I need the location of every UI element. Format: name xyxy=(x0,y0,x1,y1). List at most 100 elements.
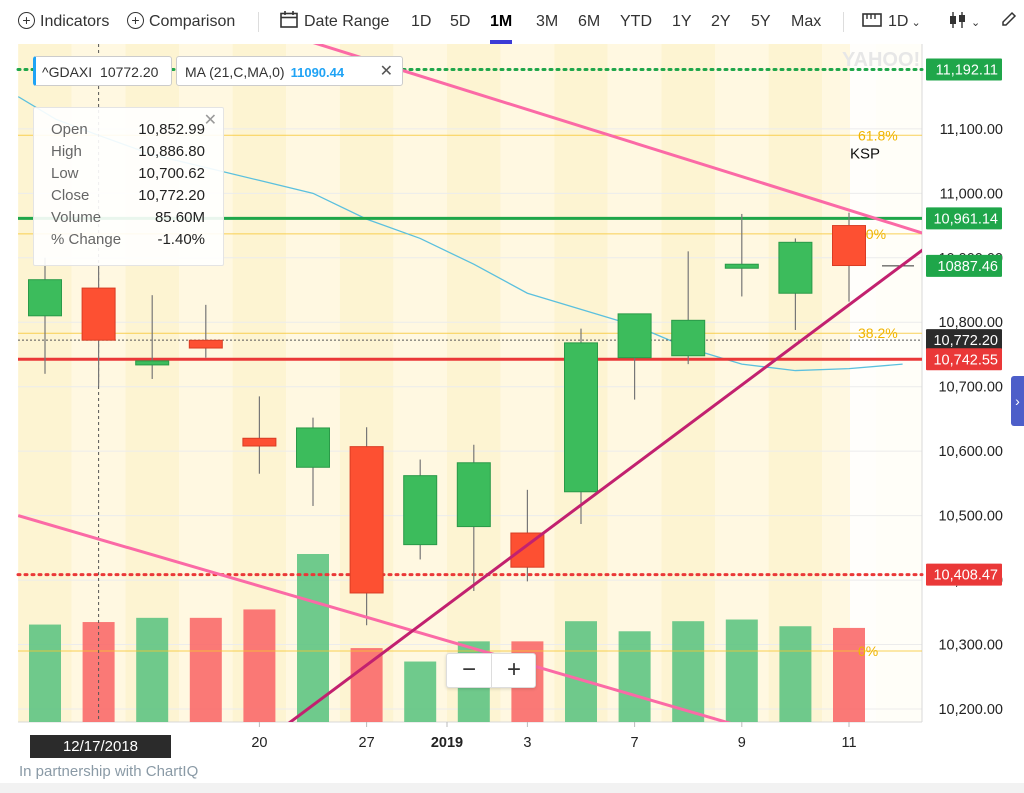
volume-bar xyxy=(29,624,61,722)
info-key: Open xyxy=(51,121,88,138)
chart-type-select[interactable]: ⌄ xyxy=(948,0,980,44)
volume-bar xyxy=(779,626,812,722)
volume-bar xyxy=(725,619,758,722)
y-tick-label: 11,100.00 xyxy=(940,122,1003,138)
indicators-label: Indicators xyxy=(40,13,110,30)
price-tag-label: 10887.46 xyxy=(938,259,998,275)
zoom-in-button[interactable]: + xyxy=(491,654,536,687)
candle-body xyxy=(135,360,170,366)
price-tag xyxy=(926,207,1002,230)
add-circle-icon: + xyxy=(18,11,35,29)
zoom-out-button[interactable]: − xyxy=(461,656,476,683)
close-icon[interactable]: ✕ xyxy=(379,63,393,80)
add-circle-icon: + xyxy=(127,11,144,29)
volume-bar xyxy=(672,621,705,722)
info-key: Volume xyxy=(51,209,102,226)
candle-body xyxy=(832,225,866,267)
range-ytd[interactable]: YTD xyxy=(620,13,652,30)
info-key: Close xyxy=(51,187,90,204)
candle-body xyxy=(188,339,223,349)
zoom-control: − + xyxy=(446,653,536,688)
comparison-button[interactable]: + Comparison xyxy=(127,0,235,44)
close-icon[interactable]: ✕ xyxy=(203,112,217,129)
date-range-label: Date Range xyxy=(304,13,390,30)
info-key: Low xyxy=(51,165,79,182)
price-tag xyxy=(926,563,1002,586)
ma-label: MA (21,C,MA,0) xyxy=(185,64,285,80)
day-band xyxy=(447,44,501,722)
chevron-right-icon: › xyxy=(1015,393,1020,409)
candle-body xyxy=(242,437,277,447)
info-value: 10,700.62 xyxy=(138,165,205,182)
range-3m[interactable]: 3M xyxy=(536,13,559,30)
price-tag xyxy=(926,348,1002,371)
info-row-close: Close 10,772.20 xyxy=(51,185,205,207)
y-tick-label: 10,600.00 xyxy=(938,444,1003,460)
day-band xyxy=(500,44,555,722)
candlestick-icon xyxy=(950,11,965,28)
chevron-down-icon: ⌄ xyxy=(911,17,921,29)
candle-body xyxy=(671,319,706,357)
day-band xyxy=(715,44,769,722)
candle-body xyxy=(349,446,384,594)
ma-value: 11090.44 xyxy=(290,65,345,80)
candle-body xyxy=(403,475,438,546)
symbol-legend[interactable]: ^GDAXI 10772.20 xyxy=(33,56,172,86)
day-band xyxy=(232,44,287,722)
interval-select[interactable]: 1D ⌄ xyxy=(862,0,921,44)
bottom-strip xyxy=(0,783,1024,793)
y-tick-label: 10,800.00 xyxy=(938,315,1003,331)
fib-level-label: 61.8% xyxy=(858,127,898,143)
date-range-button[interactable]: Date Range xyxy=(280,0,389,44)
price-tag xyxy=(926,254,1002,277)
y-tick-label: 11,000.00 xyxy=(940,186,1003,202)
info-row-open: Open 10,852.99 xyxy=(51,119,205,141)
fib-level-label: 38.2% xyxy=(858,325,898,341)
chevron-down-icon: ⌄ xyxy=(971,17,981,29)
trendline-support xyxy=(287,248,922,722)
volume-bar xyxy=(243,609,276,722)
range-1y[interactable]: 1Y xyxy=(672,13,692,30)
x-tick-label: 11 xyxy=(841,735,856,751)
info-value: 10,852.99 xyxy=(138,121,205,138)
pencil-icon xyxy=(1002,12,1017,27)
x-tick-label: 7 xyxy=(631,735,639,751)
ohlc-tooltip: ✕ Open 10,852.99 High 10,886.80 Low 10,700.… xyxy=(33,107,224,266)
info-value: 10,772.20 xyxy=(138,187,205,204)
indicators-button[interactable]: + Indicators xyxy=(18,0,109,44)
candle-body xyxy=(617,313,652,359)
y-tick-label: 10,700.00 xyxy=(938,380,1003,396)
info-value: -1.40% xyxy=(157,231,205,248)
range-2y[interactable]: 2Y xyxy=(711,13,731,30)
x-tick-label: 2019 xyxy=(431,735,463,751)
draw-button[interactable] xyxy=(1000,0,1017,44)
candle-body xyxy=(81,287,116,341)
comparison-label: Comparison xyxy=(149,13,236,30)
chart-toolbar: + Indicators + Comparison Date Range 1D 5D… xyxy=(0,0,1024,44)
price-tag xyxy=(926,58,1002,81)
yahoo-watermark: YAHOO! xyxy=(842,49,920,71)
y-tick-label: 10,300.00 xyxy=(938,638,1003,654)
trendline-lower xyxy=(18,514,732,722)
day-band xyxy=(18,44,19,722)
side-panel-toggle[interactable]: › xyxy=(1011,376,1024,426)
range-1d[interactable]: 1D xyxy=(411,13,432,30)
price-tag-label: 11,192.11 xyxy=(936,62,998,78)
volume-bar xyxy=(136,617,169,722)
day-band xyxy=(393,44,447,722)
range-5y[interactable]: 5Y xyxy=(751,13,771,30)
volume-bar xyxy=(833,627,865,722)
future-area xyxy=(850,44,922,722)
range-6m[interactable]: 6M xyxy=(578,13,601,30)
volume-bar xyxy=(82,622,115,722)
y-tick-label: 10,500.00 xyxy=(938,509,1003,525)
price-tag xyxy=(926,329,1002,352)
range-5d[interactable]: 5D xyxy=(450,13,471,30)
ma-legend[interactable]: MA (21,C,MA,0) 11090.44 ✕ xyxy=(176,56,403,86)
range-1m[interactable]: 1M xyxy=(490,0,513,44)
ruler-icon xyxy=(862,12,882,27)
range-max[interactable]: Max xyxy=(791,13,822,30)
price-tag-label: 10,742.55 xyxy=(933,352,998,368)
candle-body xyxy=(564,342,598,493)
calendar-icon xyxy=(280,11,298,29)
